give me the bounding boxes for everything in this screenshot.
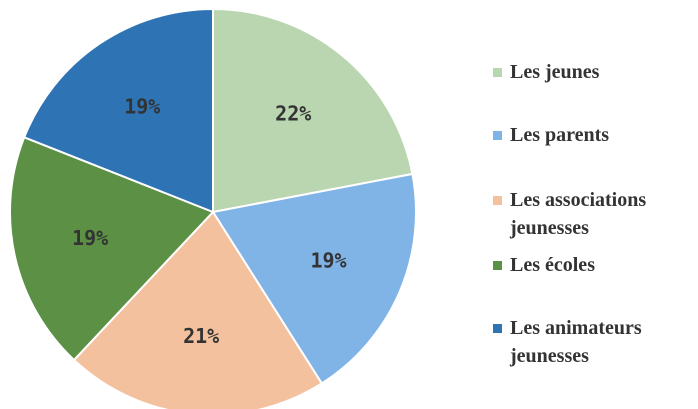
pie-slice (22, 7, 214, 214)
legend-label: Les jeunes (510, 61, 600, 83)
legend-item: Les animateurs jeunesses (493, 314, 693, 370)
data-label: 21% (183, 324, 219, 348)
legend-item: Les jeunes (493, 58, 693, 86)
legend-swatch (493, 261, 502, 270)
legend-swatch (493, 196, 502, 205)
legend-label: Les écoles (510, 254, 595, 276)
pie-slice (212, 7, 414, 214)
legend-label: Les animateurs jeunesses (510, 317, 642, 367)
data-label: 19% (310, 248, 346, 272)
data-label: 19% (72, 226, 108, 250)
data-label: 19% (124, 94, 160, 118)
legend-swatch (493, 68, 502, 77)
legend-item: Les associations jeunesses (493, 186, 693, 242)
pie-slice (72, 210, 324, 409)
pie-slice (211, 172, 417, 385)
legend-label: Les associations jeunesses (510, 189, 647, 239)
legend-label: Les parents (510, 124, 610, 146)
legend-item: Les parents (493, 121, 693, 149)
legend-swatch (493, 324, 502, 333)
legend-item: Les écoles (493, 251, 693, 279)
legend-swatch (493, 131, 502, 140)
data-label: 22% (275, 102, 311, 126)
